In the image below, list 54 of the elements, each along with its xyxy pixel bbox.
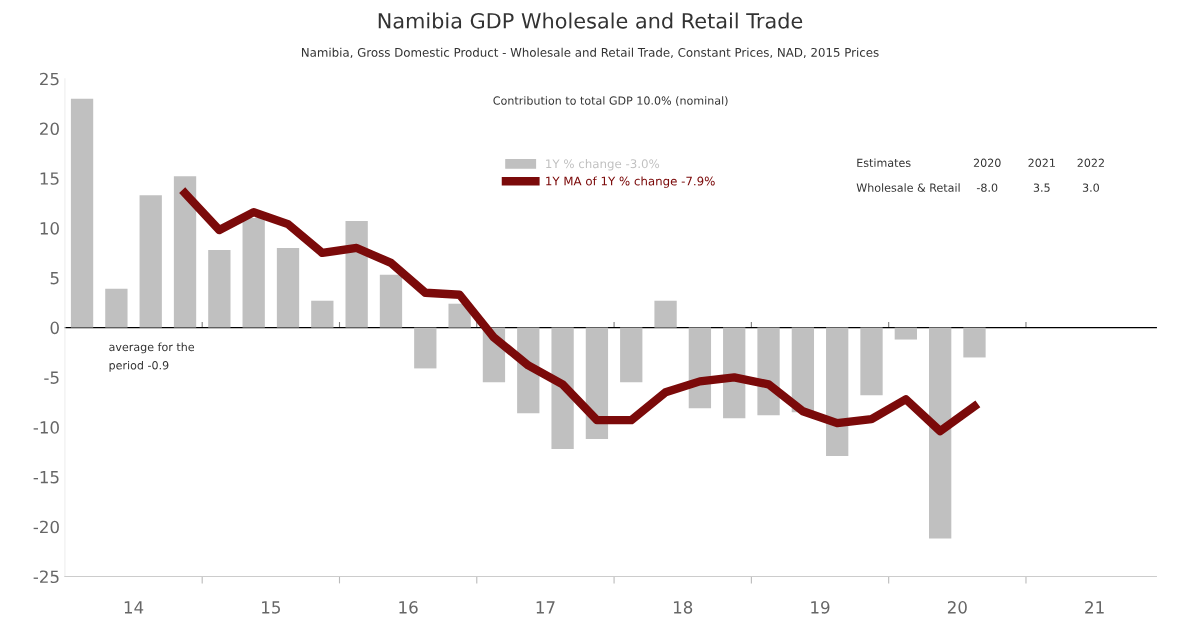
x-tick-label: 14 [124,601,144,614]
y-tick-label: 20 [40,122,59,136]
bar [70,98,94,328]
annotation: 3.5 [1033,183,1050,192]
annotation: 3.0 [1082,183,1100,192]
x-tick-label: 21 [1085,601,1104,614]
annotation: Contribution to total GDP 10.0% (nominal) [493,96,728,107]
bar [242,218,265,328]
bar [620,327,643,383]
y-tick-label: 25 [40,72,59,86]
bar [276,247,300,328]
annotation: Estimates [857,158,911,167]
x-tick-label: 18 [673,601,693,614]
bar [963,327,986,358]
chart-title: Namibia GDP Wholesale and Retail Trade [378,12,803,29]
bar [139,195,162,328]
annotation: 2022 [1077,158,1104,167]
x-tick-label: 15 [262,601,280,614]
annotation: 2021 [1028,158,1055,167]
y-tick-label: -25 [33,570,59,584]
legend-label: 1Y MA of 1Y % change -7.9% [546,176,715,188]
chart-subtitle: Namibia, Gross Domestic Product - Wholesale and Retail Trade, Constant Prices, NAD, 2015 Prices [301,47,879,59]
bar [791,327,815,413]
annotation: 2020 [973,158,1001,167]
bar [551,327,574,450]
bar [345,221,368,328]
annotation: -8.0 [976,183,998,192]
bar [826,327,849,457]
bar [929,327,952,539]
y-tick-label: 15 [40,172,59,185]
y-tick-label: -20 [33,520,59,534]
bar [311,300,334,328]
bar [654,300,677,328]
bar [414,327,437,369]
x-tick-label: 19 [811,601,830,614]
bar [894,327,917,340]
x-tick-label: 20 [947,601,967,614]
y-tick-label: 0 [50,321,59,335]
annotation: Wholesale & Retail [856,183,960,192]
legend-label: 1Y % change -3.0% [546,159,660,171]
y-tick-label: -10 [33,421,59,434]
y-tick-label: 10 [40,222,59,235]
bar [379,274,403,328]
bar [105,288,128,328]
y-tick-label: -15 [33,471,59,484]
y-tick-label: -5 [44,371,59,384]
x-tick-label: 16 [399,601,418,614]
bar [448,303,471,328]
y-tick-label: 5 [50,272,59,285]
x-tick-label: 17 [536,601,555,614]
bar [860,327,883,396]
bar [173,176,197,328]
bar [208,249,231,328]
annotation: average for the period -0.9 [109,342,195,372]
